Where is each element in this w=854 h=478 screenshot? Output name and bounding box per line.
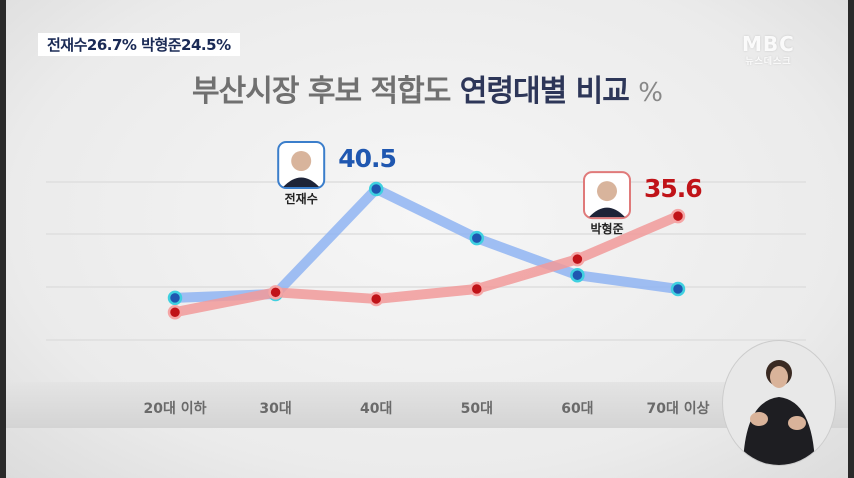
line-chart xyxy=(46,141,806,341)
x-tick-label: 40대 xyxy=(360,401,393,417)
title-unit: % xyxy=(638,78,663,108)
logo-mbc: MBC xyxy=(742,32,795,56)
data-label: 35.6 xyxy=(644,174,703,204)
data-point xyxy=(167,304,183,320)
title-part1: 부산시장 후보 적합도 xyxy=(192,74,451,109)
chart-title: 부산시장 후보 적합도 연령대별 비교 % xyxy=(6,66,848,110)
candidate-face xyxy=(291,151,312,171)
x-tick-label: 70대 이상 xyxy=(646,401,710,417)
data-point xyxy=(167,290,183,306)
series-line-park xyxy=(174,211,680,318)
data-point xyxy=(268,285,283,300)
sign-language-interpreter xyxy=(722,340,836,466)
data-point xyxy=(469,281,485,297)
candidate-suit xyxy=(283,177,320,187)
data-point xyxy=(368,291,384,307)
broadcast-screen: 전재수26.7% 박형준24.5% MBC 뉴스데스크 부산시장 후보 적합도 연… xyxy=(6,0,848,478)
candidate-suit xyxy=(589,207,625,218)
x-tick-label: 50대 xyxy=(460,401,493,417)
x-axis-band xyxy=(6,382,848,428)
candidate-name: 전재수 xyxy=(284,192,318,206)
data-point xyxy=(368,181,384,197)
data-label: 40.5 xyxy=(338,144,397,173)
candidate-face xyxy=(597,181,617,202)
data-point xyxy=(570,251,585,267)
candidate-name: 박형준 xyxy=(590,222,624,237)
x-tick-label: 20대 이하 xyxy=(143,401,207,417)
x-tick-label: 60대 xyxy=(561,401,594,417)
data-point xyxy=(670,208,686,224)
x-tick-label: 30대 xyxy=(259,401,292,417)
logo-newsdesk: 뉴스데스크 xyxy=(745,57,792,67)
data-point xyxy=(469,230,485,246)
caption-bar: 전재수26.7% 박형준24.5% xyxy=(38,33,240,56)
title-part2: 연령대별 비교 xyxy=(459,74,630,109)
data-point xyxy=(670,281,686,297)
mbc-logo: MBC 뉴스데스크 xyxy=(742,34,795,67)
data-point xyxy=(570,267,585,283)
